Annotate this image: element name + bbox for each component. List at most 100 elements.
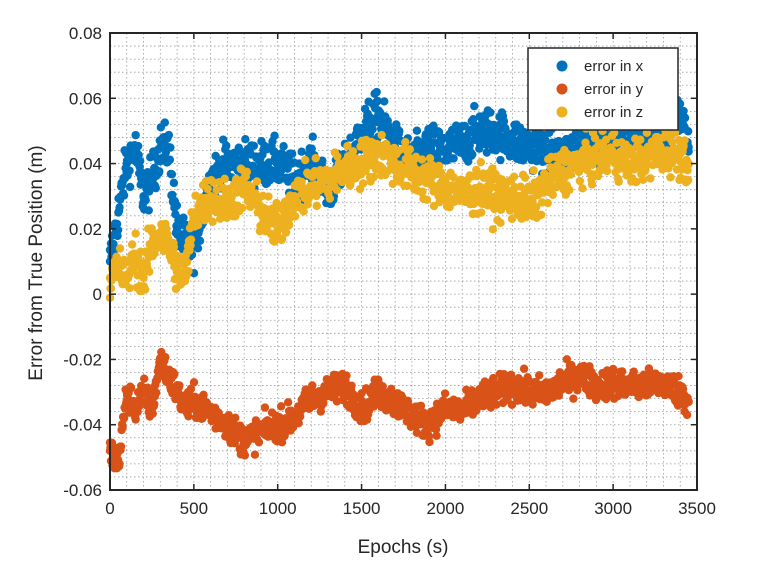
- data-point: [683, 127, 693, 136]
- legend: error in x error in y error in z: [527, 47, 679, 131]
- data-point: [470, 101, 479, 111]
- data-point: [199, 390, 208, 399]
- data-point: [312, 201, 321, 211]
- data-point: [287, 149, 297, 158]
- data-point: [193, 220, 203, 230]
- data-point: [131, 415, 140, 424]
- data-point: [516, 182, 525, 191]
- data-point: [666, 173, 675, 182]
- plot-frame: [109, 32, 698, 491]
- data-point: [683, 175, 693, 185]
- data-point: [332, 185, 342, 195]
- legend-marker: [556, 83, 568, 95]
- data-point: [311, 153, 320, 163]
- data-point: [307, 144, 316, 153]
- data-point: [222, 141, 231, 150]
- data-point: [249, 141, 259, 150]
- data-point: [536, 210, 546, 220]
- data-point: [380, 97, 389, 106]
- data-point: [510, 182, 519, 192]
- data-point: [141, 196, 150, 205]
- data-point: [167, 170, 177, 179]
- data-point: [519, 364, 529, 373]
- data-point: [578, 184, 587, 193]
- data-point: [343, 141, 352, 151]
- data-point: [629, 367, 638, 376]
- data-point: [161, 353, 170, 362]
- data-point: [220, 174, 229, 183]
- data-point: [680, 113, 690, 123]
- data-point: [609, 128, 619, 138]
- data-point: [179, 213, 188, 222]
- data-point: [193, 244, 203, 253]
- data-point: [116, 442, 126, 451]
- y-tick-label: -0.04: [63, 416, 102, 435]
- data-point: [439, 133, 448, 143]
- data-point: [477, 208, 486, 217]
- data-point: [617, 367, 627, 376]
- data-point: [469, 115, 478, 124]
- data-point: [119, 191, 129, 200]
- series-error-in-y: [105, 347, 693, 473]
- data-point: [115, 459, 124, 468]
- data-point: [476, 157, 486, 167]
- data-point: [240, 451, 250, 460]
- data-point: [318, 156, 327, 165]
- data-point: [212, 185, 221, 195]
- data-point: [565, 185, 574, 195]
- data-point: [347, 381, 356, 390]
- data-point: [281, 228, 291, 237]
- data-point: [609, 366, 618, 376]
- data-point: [468, 150, 477, 159]
- data-point: [165, 155, 175, 164]
- data-point: [283, 398, 293, 407]
- x-tick-label: 2000: [427, 499, 465, 518]
- data-point: [152, 388, 161, 397]
- data-point: [115, 203, 124, 212]
- data-point: [417, 155, 427, 164]
- data-point: [289, 203, 299, 213]
- data-point: [208, 217, 217, 226]
- data-point: [247, 182, 256, 191]
- data-point: [425, 154, 435, 163]
- data-point: [418, 187, 427, 196]
- data-point: [169, 178, 179, 188]
- data-point: [141, 285, 150, 294]
- data-point: [378, 382, 387, 391]
- data-point: [308, 132, 317, 141]
- data-point: [614, 177, 623, 187]
- y-axis-label: Error from True Position (m): [26, 145, 47, 380]
- data-point: [425, 437, 434, 447]
- x-tick-label: 500: [180, 499, 208, 518]
- data-point: [279, 142, 288, 151]
- data-point: [566, 170, 576, 179]
- data-point: [496, 155, 505, 165]
- data-point: [299, 207, 308, 216]
- data-point: [127, 240, 137, 249]
- axes: [109, 32, 698, 491]
- x-tick-label: 3500: [678, 499, 716, 518]
- data-point: [106, 284, 116, 293]
- data-point: [260, 403, 270, 412]
- data-point: [492, 400, 501, 409]
- data-point: [155, 167, 164, 176]
- legend-box: [527, 47, 679, 131]
- data-point: [160, 118, 170, 127]
- data-point: [348, 147, 358, 156]
- data-point: [675, 157, 685, 166]
- data-point: [113, 225, 123, 235]
- data-point: [636, 135, 645, 144]
- data-point: [333, 152, 342, 161]
- data-point: [186, 384, 196, 393]
- data-point: [434, 127, 444, 137]
- data-point: [126, 383, 136, 393]
- data-point: [250, 450, 260, 459]
- data-point: [684, 160, 693, 169]
- data-point: [472, 172, 481, 181]
- data-point: [109, 239, 118, 249]
- y-tick-label: -0.06: [63, 481, 102, 500]
- data-point: [562, 355, 572, 364]
- x-tick-label: 2500: [510, 499, 548, 518]
- data-point: [388, 179, 397, 189]
- data-point: [135, 156, 145, 166]
